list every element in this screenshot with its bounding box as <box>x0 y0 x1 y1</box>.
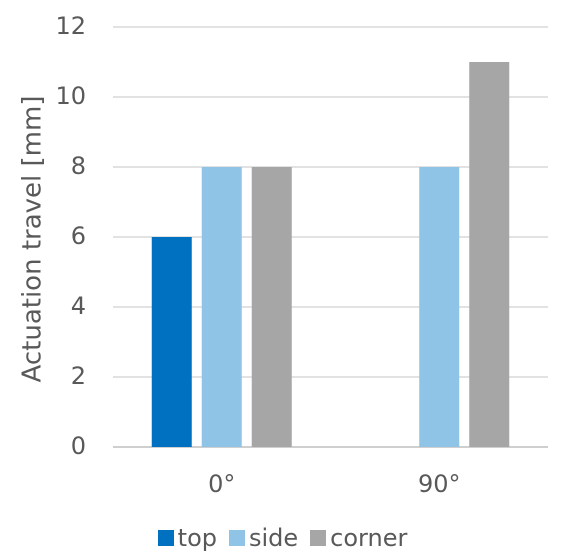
bars <box>151 62 510 447</box>
legend: top side corner <box>0 522 565 554</box>
bar-chart: 0 2 4 6 8 10 12 0° 90° Actuation travel [mm] <box>18 12 548 498</box>
legend-label: side <box>248 524 299 552</box>
legend-item-side: side <box>228 524 299 552</box>
legend-label: corner <box>330 524 408 552</box>
y-tick-label: 12 <box>55 12 86 40</box>
y-tick-label: 4 <box>71 292 86 320</box>
legend-item-corner: corner <box>310 524 407 552</box>
y-tick-labels: 0 2 4 6 8 10 12 <box>55 12 86 460</box>
y-tick-label: 6 <box>71 222 86 250</box>
x-tick-label: 0° <box>208 470 235 498</box>
bar-top <box>151 237 192 447</box>
y-tick-label: 2 <box>71 362 86 390</box>
bar-side <box>419 167 460 447</box>
legend-item-top: top <box>157 524 217 552</box>
legend-label: top <box>177 524 217 552</box>
legend-swatch <box>157 530 174 546</box>
y-tick-label: 10 <box>55 82 86 110</box>
bar-side <box>201 167 242 447</box>
y-axis-title: Actuation travel [mm] <box>18 96 48 383</box>
x-tick-labels: 0° 90° <box>208 470 460 498</box>
legend-swatch <box>310 530 327 546</box>
bar-corner <box>251 167 292 447</box>
bar-corner <box>469 62 510 447</box>
legend-swatch <box>228 530 245 546</box>
x-tick-label: 90° <box>418 470 461 498</box>
y-tick-label: 0 <box>71 432 86 460</box>
y-tick-label: 8 <box>71 152 86 180</box>
